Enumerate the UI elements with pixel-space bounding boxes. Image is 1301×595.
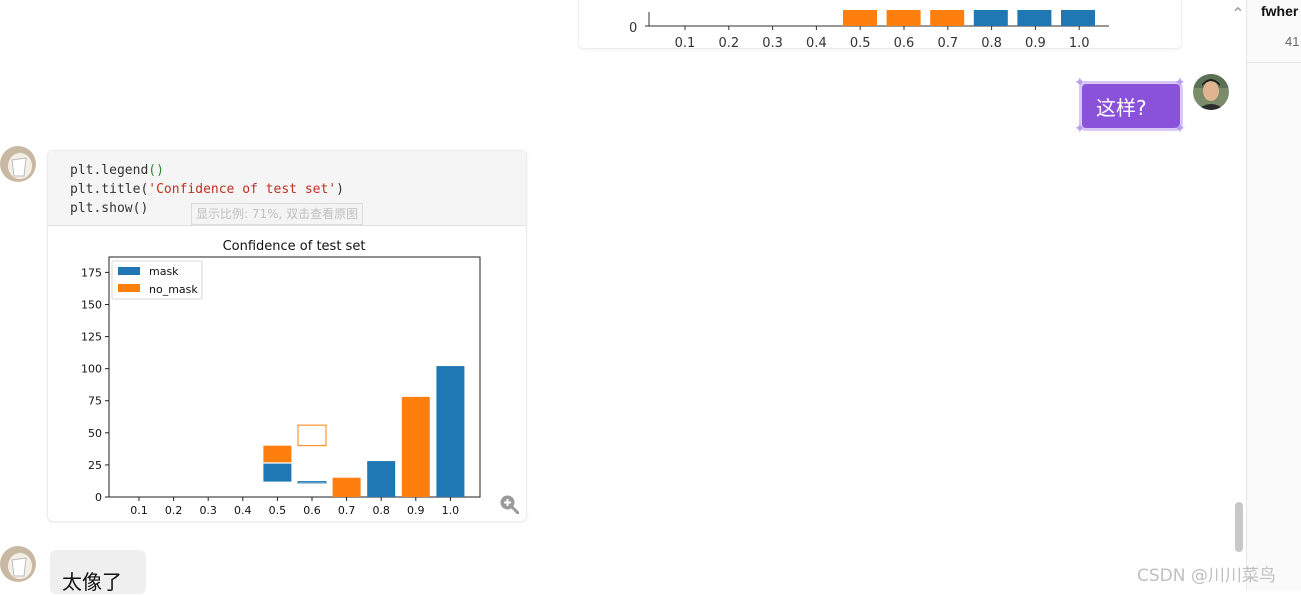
my-avatar[interactable] [1193, 74, 1229, 110]
top-bar [886, 10, 921, 26]
y-tick-label: 0 [629, 21, 637, 36]
y-tick-label: 25 [88, 459, 102, 472]
chart-title: Confidence of test set [223, 239, 366, 254]
x-tick-label: 0.5 [850, 36, 871, 48]
y-tick-label: 150 [81, 298, 102, 311]
top-bar [1061, 10, 1095, 26]
contact-avatar[interactable] [0, 146, 36, 182]
image-scale-tooltip: 显示比例: 71%, 双击查看原图 [191, 203, 364, 225]
plot-frame [108, 256, 481, 498]
contact-count: 41 [1285, 34, 1300, 49]
x-tick-label: 0.9 [1025, 36, 1046, 48]
sparkle-icon: ✦ [1074, 75, 1086, 91]
chart-bars [263, 366, 465, 497]
right-panel: fwher 41 [1235, 0, 1301, 590]
x-tick-label: 0.3 [762, 36, 783, 48]
top-x-ticks: 0.1 0.2 0.3 0.4 0.5 0.6 0.7 0.8 0.9 1.0 [675, 26, 1090, 48]
x-tick-label: 0.5 [269, 504, 287, 517]
bar-mask [263, 463, 292, 482]
top-bar [843, 10, 877, 26]
code-line-1: plt.legend() [70, 163, 164, 178]
scrollbar-thumb[interactable] [1235, 502, 1243, 552]
contact-avatar-icon [0, 546, 36, 582]
bar-mask [436, 366, 465, 497]
x-tick-label: 0.4 [234, 504, 252, 517]
x-tick-label: 0.6 [894, 36, 915, 48]
previous-chart-svg: 0 0.1 0.2 0.3 0.4 0.5 0.6 0.7 0.8 0.9 1.0 [629, 10, 1109, 48]
contact-message-text: 太像了 [62, 570, 122, 594]
bar-mask [297, 481, 327, 484]
sparkle-icon: ✦ [1074, 121, 1086, 137]
bar-mask [367, 461, 396, 497]
bar-no-mask [332, 477, 361, 497]
x-tick-label: 0.6 [303, 504, 321, 517]
bar-no-mask [297, 424, 327, 447]
code-line-2: plt.title('Confidence of test set') [70, 182, 344, 197]
x-tick-label: 0.1 [675, 36, 696, 48]
collapse-icon[interactable]: ⌃ [1231, 4, 1245, 23]
sparkle-icon: ✦ [1174, 75, 1186, 91]
top-bar [973, 10, 1008, 26]
top-bar [930, 10, 965, 26]
my-message-text: 这样? [1096, 96, 1147, 120]
my-message-bubble[interactable]: 这样? ✦ ✦ ✦ ✦ [1074, 76, 1186, 136]
y-tick-label: 0 [95, 491, 102, 504]
legend-label-mask: mask [149, 265, 179, 278]
x-tick-label: 0.1 [130, 504, 148, 517]
top-bar [1017, 10, 1052, 26]
zoom-in-icon[interactable] [499, 494, 519, 514]
x-tick-label: 1.0 [442, 504, 460, 517]
x-tick-label: 1.0 [1069, 36, 1090, 48]
code-line-3: plt.show() [70, 201, 149, 216]
confidence-chart: Confidence of test set 0 25 50 75 100 125 150 1… [81, 239, 481, 517]
top-bars [843, 10, 1095, 26]
contact-message-bubble[interactable]: 太像了 [50, 550, 146, 594]
y-tick-label: 75 [88, 395, 102, 408]
y-tick-label: 50 [88, 427, 102, 440]
bar-no-mask [401, 396, 430, 497]
x-tick-label: 0.2 [718, 36, 739, 48]
sparkle-icon: ✦ [1174, 121, 1186, 137]
x-tick-label: 0.3 [199, 504, 217, 517]
person-avatar-icon [1193, 74, 1229, 110]
y-tick-label: 175 [81, 266, 102, 279]
x-tick-label: 0.2 [165, 504, 183, 517]
x-tick-label: 0.9 [407, 504, 425, 517]
bar-no-mask [263, 445, 292, 463]
code-block: plt.legend() plt.title('Confidence of te… [48, 151, 526, 226]
x-tick-label: 0.8 [372, 504, 390, 517]
x-tick-label: 0.4 [806, 36, 827, 48]
x-tick-label: 0.7 [937, 36, 958, 48]
contact-name[interactable]: fwher [1261, 3, 1299, 19]
legend-swatch-no-mask [118, 284, 140, 292]
y-tick-label: 125 [81, 331, 102, 344]
divider [1247, 62, 1301, 63]
code-screenshot-card[interactable]: plt.legend() plt.title('Confidence of te… [47, 150, 527, 522]
previous-chart-image[interactable]: 0 0.1 0.2 0.3 0.4 0.5 0.6 0.7 0.8 0.9 1.0 [578, 0, 1182, 49]
x-tick-label: 0.8 [981, 36, 1002, 48]
x-axis-ticks: 0.1 0.2 0.3 0.4 0.5 0.6 0.7 0.8 0.9 1.0 [130, 497, 459, 517]
legend-swatch-mask [118, 267, 140, 275]
legend: mask no_mask [111, 260, 203, 300]
y-tick-label: 100 [81, 363, 102, 376]
x-tick-label: 0.7 [338, 504, 356, 517]
contact-avatar[interactable] [0, 546, 36, 582]
legend-label-no-mask: no_mask [149, 283, 198, 296]
y-axis-ticks: 0 25 50 75 100 125 150 175 [81, 266, 109, 504]
watermark: CSDN @川川菜鸟 [1137, 566, 1276, 586]
contact-avatar-icon [0, 146, 36, 182]
